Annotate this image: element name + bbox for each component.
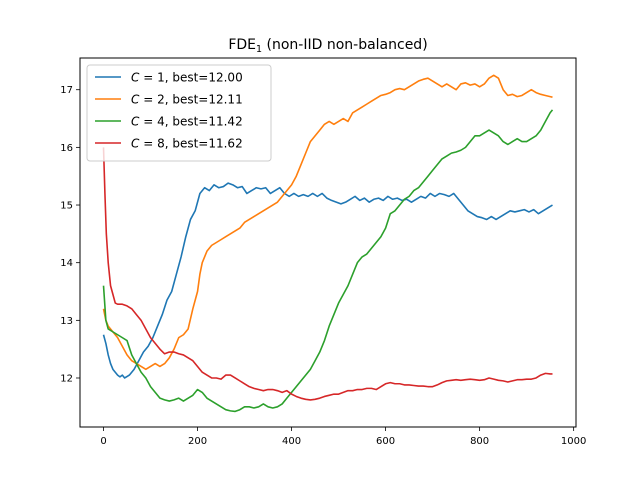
chart-title: FDE1 (non-IID non-balanced) <box>228 37 427 55</box>
legend-label: C = 8, best=11.62 <box>131 137 243 151</box>
legend-box <box>86 64 272 162</box>
x-tick-label: 200 <box>188 436 207 447</box>
y-tick-label: 14 <box>60 258 73 269</box>
series-line-1 <box>102 182 553 379</box>
y-tick-label: 17 <box>60 85 73 96</box>
legend-label: C = 4, best=11.42 <box>131 115 243 129</box>
legend: C = 1, best=12.00 C = 2, best=12.11 C = 4,… <box>86 64 272 162</box>
y-tick-label: 13 <box>60 316 73 327</box>
series-layer <box>102 74 554 413</box>
series-line-3 <box>102 109 554 413</box>
series-line-4 <box>102 147 553 401</box>
y-tick-label: 12 <box>60 373 73 384</box>
x-tick-label: 1000 <box>561 436 586 447</box>
x-tick-label: 800 <box>470 436 489 447</box>
legend-label: C = 1, best=12.00 <box>131 71 243 85</box>
x-tick-label: 600 <box>376 436 395 447</box>
y-tick-label: 15 <box>60 201 73 212</box>
plot-frame <box>79 57 577 428</box>
legend-label: C = 2, best=12.11 <box>131 93 243 107</box>
ticks-layer: 0 200 400 600 800 1000 12 13 14 15 16 17 <box>60 85 586 447</box>
series-line-2 <box>102 74 553 371</box>
x-tick-label: 0 <box>100 436 106 447</box>
y-tick-label: 16 <box>60 143 73 154</box>
x-tick-label: 400 <box>282 436 301 447</box>
